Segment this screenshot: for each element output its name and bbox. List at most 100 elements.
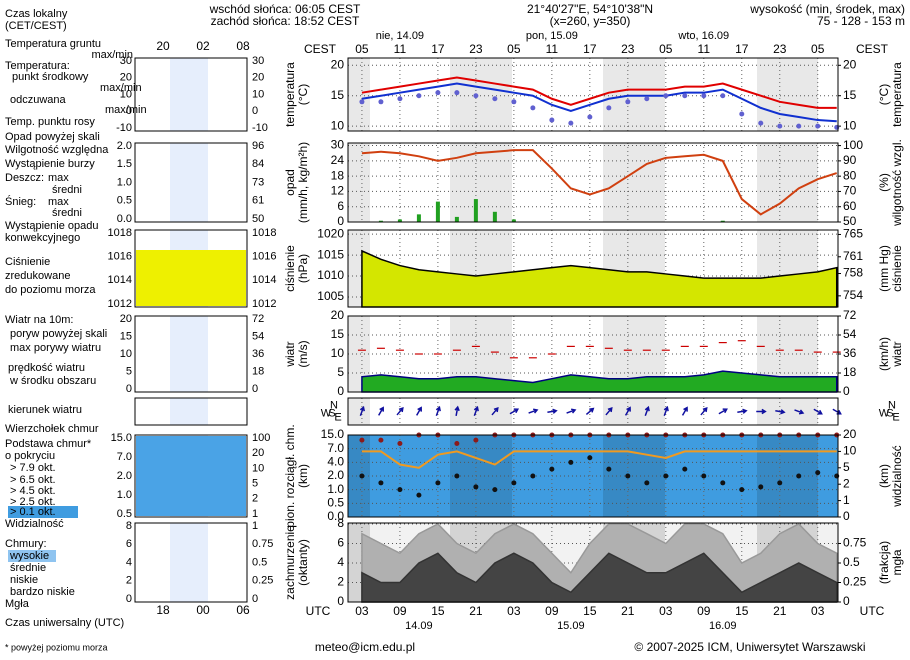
y-tick-label: 5 <box>337 365 344 379</box>
legend-text: max porywy wiatru <box>10 342 101 354</box>
hour-label: 09 <box>393 604 407 618</box>
legend-tick-label: 0.5 <box>117 508 132 520</box>
legend-time: 00 <box>196 603 210 617</box>
legend-text: Temp. punktu rosy <box>5 116 95 128</box>
legend-text: zredukowane <box>5 270 70 282</box>
series-line <box>361 82 837 123</box>
legend-text: Deszcz: <box>5 172 44 184</box>
y-tick-label: 2 <box>337 575 344 589</box>
wind-arrow <box>547 408 558 414</box>
y-axis-label: opad <box>283 169 297 196</box>
legend-text: bardzo niskie <box>10 586 75 598</box>
legend-text: Widzialność <box>5 518 64 530</box>
y-axis-label: pion. rozciągł. chm. <box>283 424 297 527</box>
precip-bar <box>435 201 440 222</box>
night-band <box>450 143 512 222</box>
y2-tick-label: 0.5 <box>843 555 860 569</box>
legend-tick-label: 20 <box>252 447 264 459</box>
legend-text: średnie <box>10 562 46 574</box>
y2-tick-label: 100 <box>843 138 863 152</box>
legend-tick-label: 8 <box>126 520 132 532</box>
y-axis-unit: (m/s) <box>296 340 310 367</box>
y-tick-label: 15.0 <box>321 427 345 441</box>
series-dot <box>720 93 726 99</box>
wind-arrow <box>700 406 708 416</box>
y2-axis-label: ciśnienie <box>890 245 904 292</box>
y-tick-label: 10 <box>331 118 345 132</box>
series-dot <box>492 487 498 493</box>
legend-tick-label: 15 <box>120 330 132 342</box>
wind-arrow <box>566 408 577 414</box>
y2-tick-label: 10 <box>843 118 857 132</box>
legend-text: > 0.1 okt. <box>10 506 56 518</box>
compass-letter: N <box>330 399 338 411</box>
legend-text: o pokryciu <box>5 450 55 462</box>
legend-day-band <box>170 316 208 392</box>
precip-bar <box>397 219 402 222</box>
series-dot <box>815 123 821 129</box>
hour-label: 11 <box>394 42 407 56</box>
y-tick-label: 20 <box>331 308 345 322</box>
y2-tick-label: 0 <box>843 594 850 608</box>
y-axis-label: wiatr <box>283 341 297 367</box>
series-dot <box>568 459 574 465</box>
y-tick-label: 6 <box>337 536 344 550</box>
precip-bar <box>720 220 725 222</box>
legend-day-band <box>170 143 208 222</box>
hour-label: 17 <box>431 42 445 56</box>
legend-tick-label: 0.5 <box>252 556 267 568</box>
y-tick-label: 1020 <box>317 226 344 240</box>
series-dot <box>435 90 441 96</box>
panel-frame <box>347 142 839 223</box>
y-tick-label: 30 <box>331 138 345 152</box>
legend-text: Czas uniwersalny (UTC) <box>5 617 124 629</box>
legend-time: 18 <box>156 603 170 617</box>
night-band <box>757 435 818 517</box>
hour-label: 17 <box>735 42 749 56</box>
legend-text: konwekcyjnego <box>5 232 80 244</box>
compass-letter: N <box>888 399 896 411</box>
hour-label: 23 <box>621 42 635 56</box>
legend-tick-label: 4 <box>126 556 132 568</box>
series-dot <box>777 480 783 486</box>
series-dot <box>549 117 555 123</box>
hour-label: 23 <box>773 42 787 56</box>
legend-text: Wiatr na 10m: <box>5 314 73 326</box>
y2-tick-label: 761 <box>843 249 863 263</box>
panel-frame <box>347 522 839 603</box>
legend-text: max/min <box>91 49 133 61</box>
precip-bar <box>378 220 383 222</box>
legend-panel-frame <box>134 57 248 132</box>
legend-tick-label: 73 <box>252 176 264 188</box>
legend-text: niskie <box>10 574 38 586</box>
wind-arrow <box>454 405 460 417</box>
y2-tick-label: 0 <box>843 509 850 523</box>
series-dot <box>454 473 460 479</box>
hour-label: 03 <box>355 604 369 618</box>
night-band <box>603 143 665 222</box>
legend-tick-label: 10 <box>120 88 132 100</box>
y2-tick-label: 1 <box>843 493 850 507</box>
series-line <box>361 149 838 216</box>
legend-tick-label: 2.0 <box>117 470 132 482</box>
series-area <box>361 370 838 393</box>
y2-axis-label: widzialność <box>890 445 904 507</box>
legend-tick-label: 0.75 <box>252 538 273 550</box>
y2-axis-unit: (°C) <box>877 84 891 105</box>
footer-copyright: © 2007-2025 ICM, Uniwersytet Warszawski <box>634 640 865 654</box>
legend-box <box>8 506 78 518</box>
night-band <box>348 435 370 517</box>
legend-tick-label: 30 <box>120 55 132 67</box>
y2-axis-unit: (km/h) <box>877 337 891 371</box>
legend-tick-label: 1014 <box>252 274 276 286</box>
y-tick-label: 24 <box>331 153 345 167</box>
legend-day-band <box>170 523 208 602</box>
y-tick-label: 4 <box>337 555 344 569</box>
hour-label: 21 <box>773 604 787 618</box>
wind-arrow <box>644 405 650 416</box>
legend-text: Śnieg: <box>5 195 36 208</box>
y2-axis-label: temperatura <box>890 62 904 127</box>
series-dot <box>397 441 403 447</box>
series-dot <box>682 93 688 99</box>
